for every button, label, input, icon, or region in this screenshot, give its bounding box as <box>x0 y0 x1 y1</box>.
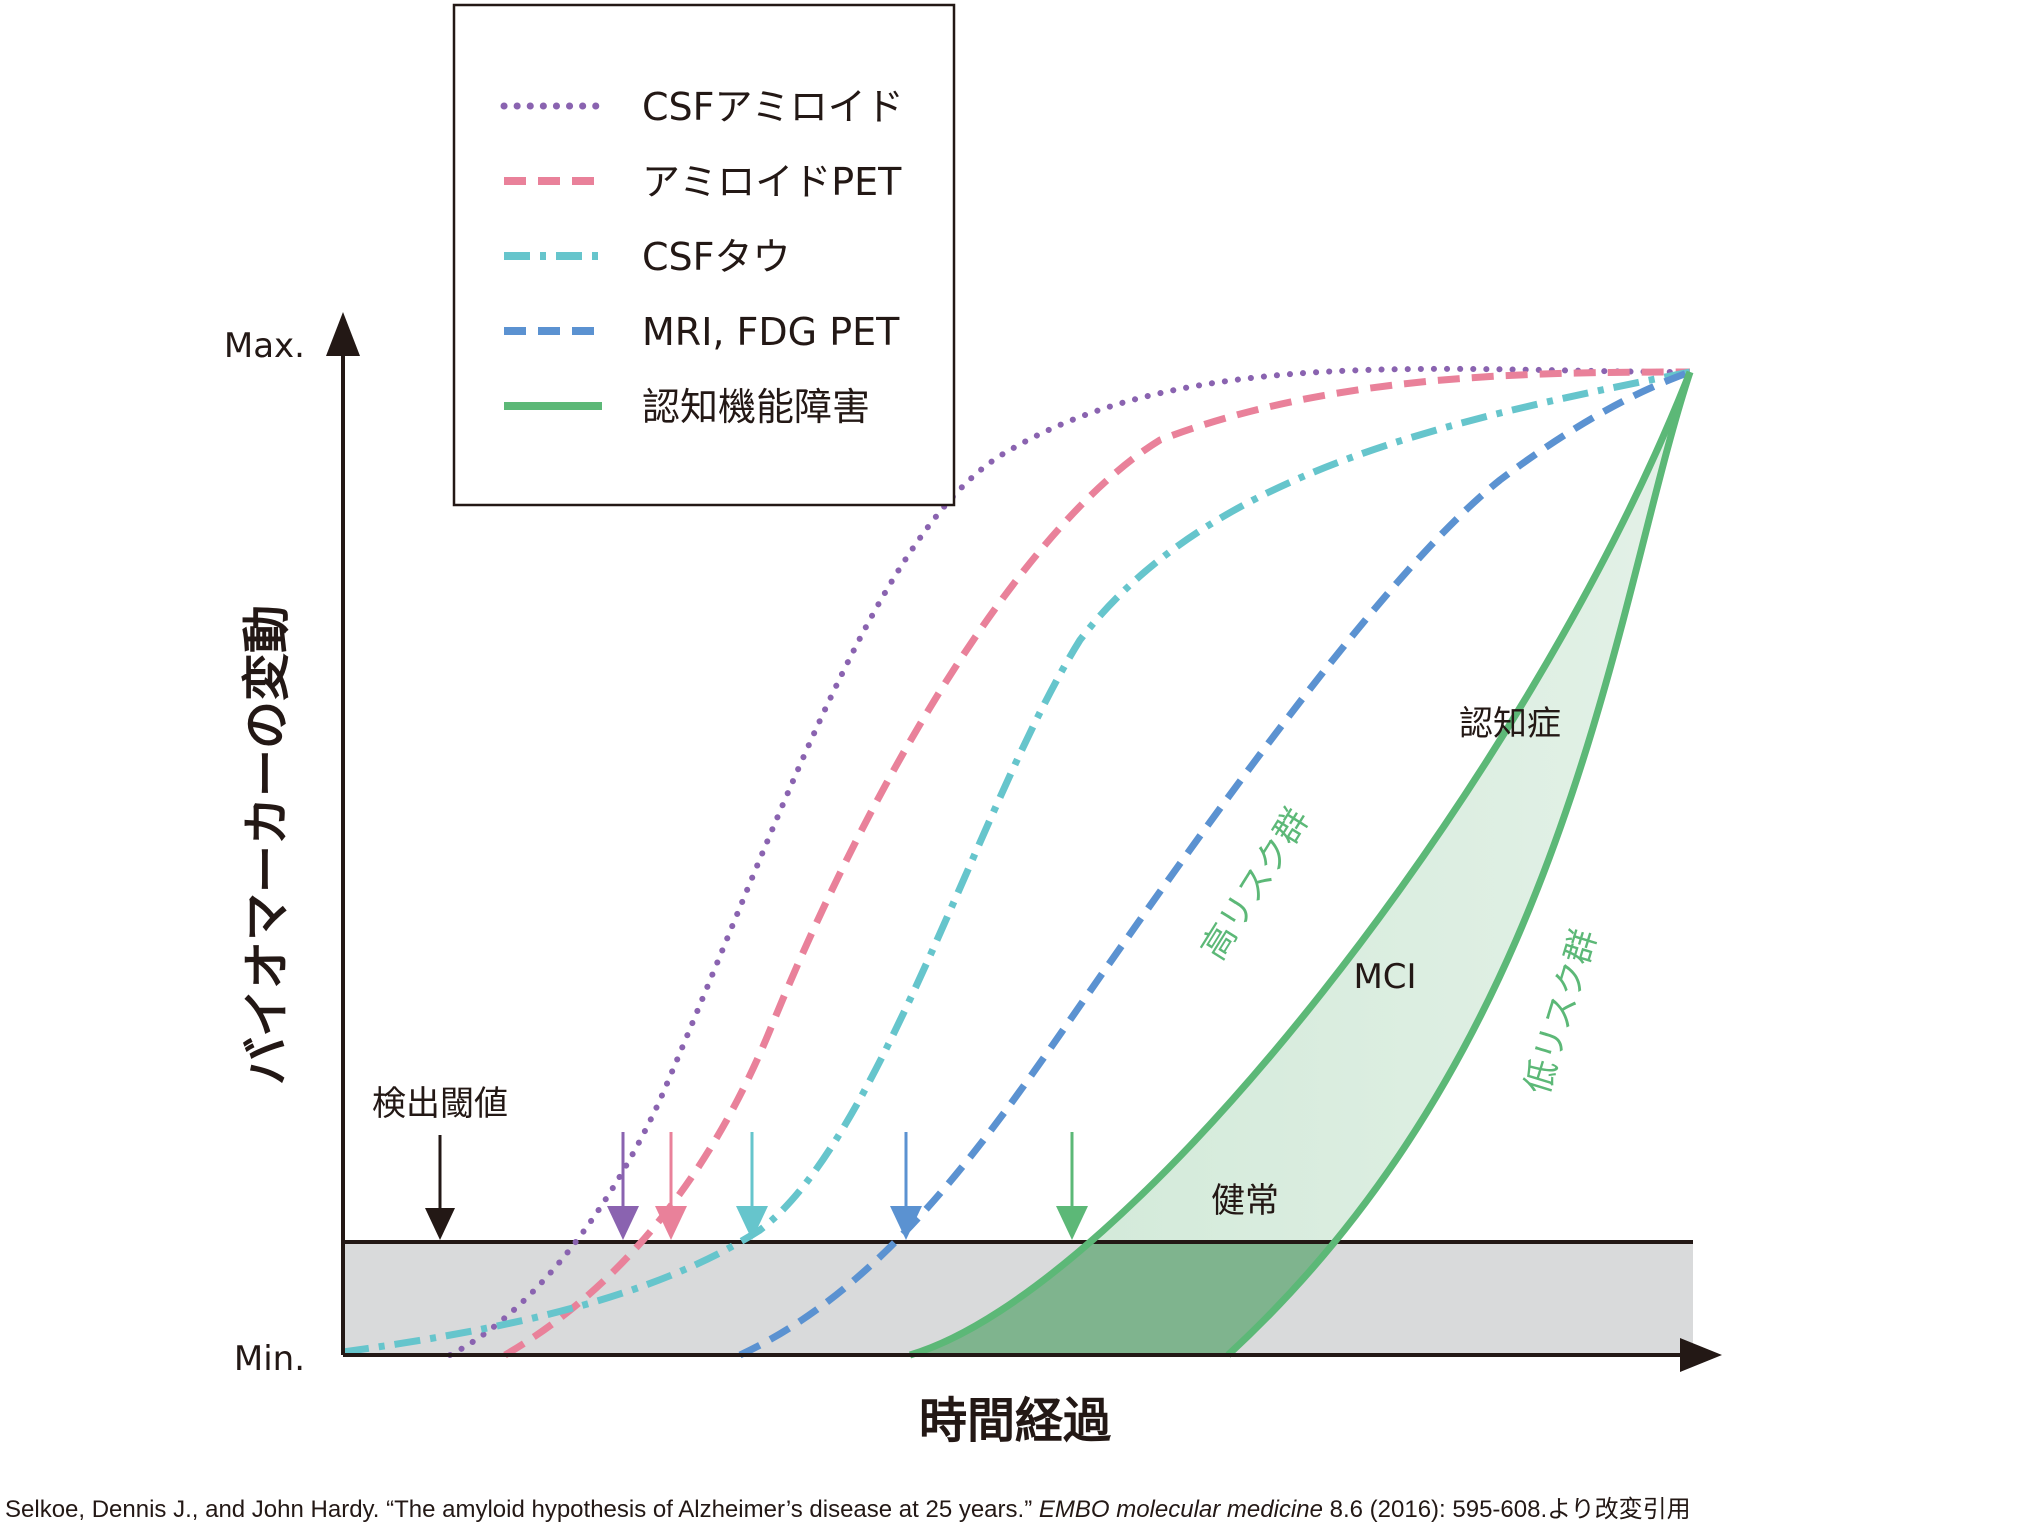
cognitive-impairment-area-below-threshold <box>910 1242 1335 1355</box>
citation-journal: EMBO molecular medicine <box>1038 1496 1323 1523</box>
threshold-arrow <box>425 1135 455 1240</box>
mri-fdg-pet-arrow <box>890 1132 922 1240</box>
x-axis-title: 時間経過 <box>919 1393 1112 1449</box>
legend-label-csf-tau: CSFタウ <box>642 235 791 279</box>
low-risk-cognitive-curve <box>1225 370 1694 1358</box>
mci-label: MCI <box>1353 957 1416 997</box>
threshold-label: 検出閾値 <box>372 1084 508 1124</box>
y-max-label: Max. <box>224 326 305 366</box>
legend: CSFアミロイド アミロイドPET CSFタウ MRI, FDG PET 認知機… <box>452 3 956 507</box>
csf-tau-curve <box>342 368 1691 1356</box>
legend-label-csf-amyloid: CSFアミロイド <box>642 85 904 129</box>
legend-label-mri-fdg-pet: MRI, FDG PET <box>642 310 900 354</box>
dementia-label: 認知症 <box>1459 704 1561 744</box>
cognitive-impairment-arrow <box>1056 1132 1088 1240</box>
y-axis-title: バイオマーカーの変動 <box>239 605 295 1085</box>
csf-tau-arrow <box>736 1132 768 1240</box>
legend-label-cognitive-impairment: 認知機能障害 <box>642 385 870 429</box>
csf-amyloid-arrow <box>607 1132 639 1240</box>
amyloid-pet-arrow <box>655 1132 687 1240</box>
high-risk-cognitive-curve <box>909 370 1694 1359</box>
csf-amyloid-curve <box>447 365 1693 1358</box>
high-risk-label: 高リスク群 <box>1194 801 1318 966</box>
legend-label-amyloid-pet: アミロイドPET <box>642 160 902 204</box>
normal-label: 健常 <box>1211 1181 1279 1221</box>
citation-authors: Selkoe, Dennis J., and John Hardy. “The … <box>5 1496 1039 1523</box>
y-min-label: Min. <box>234 1339 305 1379</box>
low-risk-label: 低リスク群 <box>1518 925 1606 1099</box>
cognitive-impairment-area <box>910 372 1690 1355</box>
x-axis-arrowhead <box>1680 1338 1722 1372</box>
y-axis-arrowhead <box>326 312 360 356</box>
citation-details: 8.6 (2016): 595-608.より改変引用 <box>1322 1496 1691 1523</box>
citation: Selkoe, Dennis J., and John Hardy. “The … <box>5 1489 1691 1524</box>
